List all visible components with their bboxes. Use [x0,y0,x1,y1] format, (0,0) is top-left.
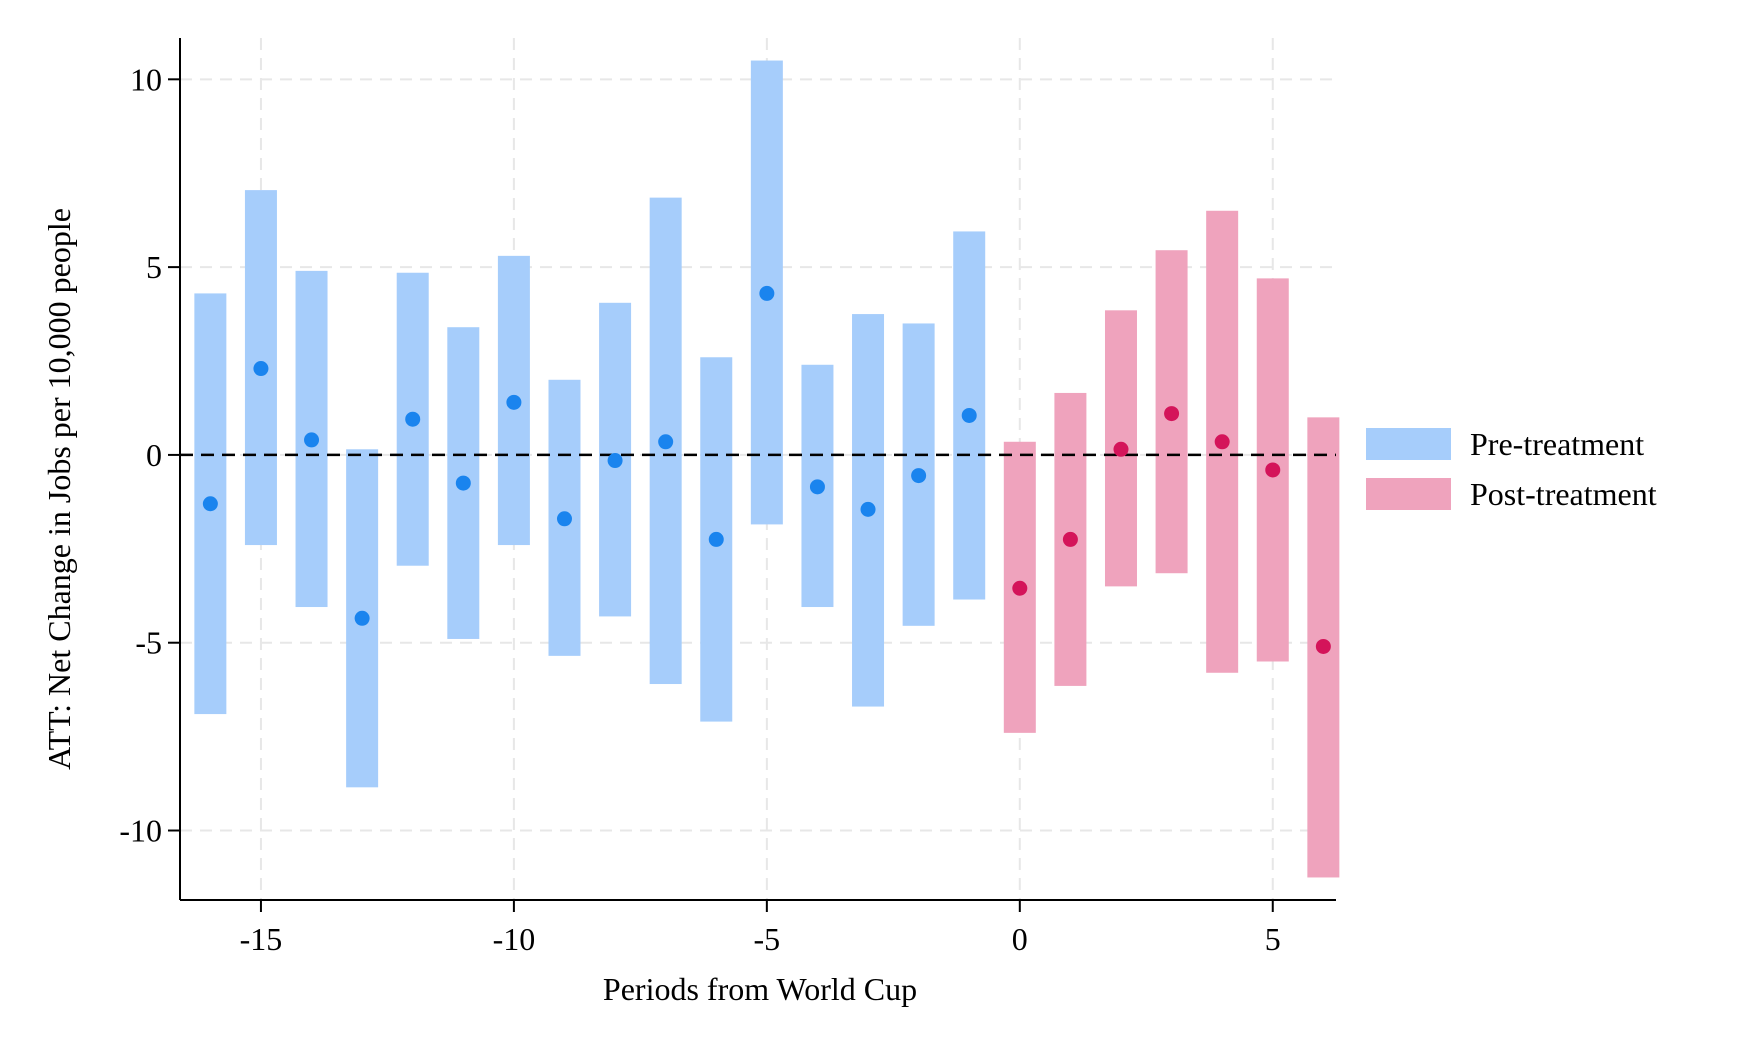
post-point [1214,434,1230,450]
post-point [1164,406,1180,422]
y-axis-title: ATT: Net Change in Jobs per 10,000 peopl… [41,208,77,770]
pre-point [304,432,320,448]
pre-point [809,479,825,495]
pre-point [506,394,522,410]
pre-point [405,411,421,427]
pre-point [607,453,623,469]
pre-point [202,496,218,512]
y-axis-ticks: 10 5 0 -5 -10 [119,61,180,849]
pre-point [556,511,572,527]
pre-point [860,501,876,517]
post-point [1113,441,1129,457]
pre-point [708,531,724,547]
x-tick-label: -15 [240,921,283,957]
x-axis-ticks: -15 -10 -5 0 5 [240,900,1281,957]
legend-swatch-post [1366,478,1451,510]
pre-point [253,361,269,377]
confidence-intervals [194,60,1340,878]
legend: Pre-treatment Post-treatment [1366,426,1657,512]
legend-swatch-pre [1366,428,1451,460]
x-tick-label: 5 [1265,921,1281,957]
x-axis-title: Periods from World Cup [603,971,917,1007]
axes [179,38,1336,901]
post-point [1012,580,1028,596]
x-tick-label: -10 [493,921,536,957]
pre-point [658,434,674,450]
pre-point [354,610,370,626]
y-tick-label: -10 [119,813,162,849]
pre-point [455,475,471,491]
legend-label-post: Post-treatment [1470,476,1657,512]
x-tick-label: -5 [754,921,781,957]
x-tick-label: 0 [1012,921,1028,957]
post-point [1265,462,1281,478]
pre-point [961,407,977,423]
y-tick-label: 10 [130,61,162,97]
post-point [1062,531,1078,547]
point-estimates [202,285,1331,654]
pre-point [911,468,927,484]
post-point [1315,638,1331,654]
y-tick-label: -5 [135,625,162,661]
legend-label-pre: Pre-treatment [1470,426,1644,462]
y-tick-label: 5 [146,249,162,285]
y-tick-label: 0 [146,437,162,473]
pre-point [759,285,775,301]
